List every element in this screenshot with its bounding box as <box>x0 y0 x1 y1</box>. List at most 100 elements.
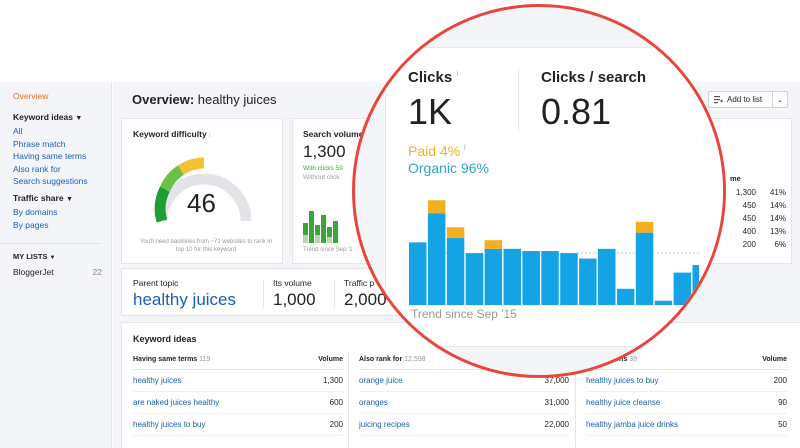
organic-bar <box>692 265 699 305</box>
organic-bar <box>579 258 597 305</box>
keyword-ideas-column: Also rank for 12,598 Volume orange juice… <box>359 356 569 436</box>
keyword-link[interactable]: juicing recipes <box>359 420 410 429</box>
keyword-difficulty-card: Keyword difficulty i 46 You'll need back… <box>121 118 283 264</box>
search-volume-label: Search volume <box>303 129 364 139</box>
clicks-title: Clicks i <box>408 69 458 86</box>
distribution-row: 450 14% <box>730 214 786 223</box>
keyword-difficulty-value: 46 <box>187 188 216 218</box>
distribution-volume: 1,300 <box>735 188 756 197</box>
keyword-link[interactable]: healthy juices <box>133 376 182 385</box>
sidebar-item-phrase-match[interactable]: Phrase match <box>13 138 66 149</box>
organic-label: Organic 96% <box>408 160 489 176</box>
sidebar-item-by-pages[interactable]: By pages <box>13 219 49 230</box>
search-volume-trend-label: Trend since Sep '1 <box>303 247 353 253</box>
mini-bar-top <box>327 237 332 243</box>
mini-bar <box>327 227 332 243</box>
mini-bar <box>321 215 326 243</box>
keyword-link[interactable]: healthy juices to buy <box>133 420 206 429</box>
column-label[interactable]: Having same terms <box>133 356 198 363</box>
sidebar-item-overview[interactable]: Overview <box>13 91 49 101</box>
mini-bar <box>315 225 320 243</box>
sidebar-item-by-domains[interactable]: By domains <box>13 207 58 217</box>
clicks-label: Clicks <box>408 69 453 86</box>
mini-bar-top <box>315 235 320 243</box>
traffic-potential-value: 2,000 <box>344 290 387 309</box>
organic-bar <box>427 213 446 305</box>
sidebar-section-traffic-share[interactable]: Traffic share ▼ <box>13 192 111 207</box>
clicks-trend-chart <box>409 200 699 305</box>
organic-bar <box>484 248 503 305</box>
distribution-volume: 400 <box>742 227 756 236</box>
sidebar-section-keyword-ideas[interactable]: Keyword ideas ▼ <box>13 111 111 126</box>
page-title: Overview: healthy juices <box>132 92 277 107</box>
sidebar-item-all[interactable]: All <box>13 126 23 136</box>
keyword-volume: 1,300 <box>322 376 343 385</box>
column-header: Having same terms 119 Volume <box>133 356 343 370</box>
keyword-link[interactable]: healthy jamba juice drinks <box>586 420 679 429</box>
distribution-percent: 13% <box>769 227 786 236</box>
its-volume-label: Its volume <box>273 278 312 288</box>
distribution-volume: 450 <box>742 214 756 223</box>
gauge-segment-green <box>159 165 185 192</box>
keyword-volume: 200 <box>773 376 787 385</box>
search-volume-value: 1,300 <box>303 142 346 161</box>
column-divider <box>575 351 576 448</box>
table-row: healthy jamba juice drinks 50 <box>586 414 787 436</box>
keyword-link[interactable]: oranges <box>359 398 388 407</box>
organic-bar <box>446 238 465 305</box>
page-title-prefix: Overview: <box>132 92 195 107</box>
list-item[interactable]: BloggerJet 22 <box>13 267 111 277</box>
with-clicks-text: With clicks 59 <box>303 165 343 172</box>
distribution-row: 450 14% <box>730 201 786 210</box>
its-volume-value: 1,000 <box>273 290 316 309</box>
paid-bar <box>635 221 654 233</box>
table-row: are naked juices healthy 600 <box>133 392 343 414</box>
sidebar-divider <box>0 243 101 244</box>
page-title-keyword: healthy juices <box>197 92 277 107</box>
clicks-per-search-value: 0.81 <box>541 91 612 132</box>
table-row: juicing recipes 22,000 <box>359 414 569 436</box>
organic-bar <box>409 242 427 305</box>
traffic-potential-label: Traffic p <box>344 278 375 288</box>
parent-topic-title: Parent topic ⁱ <box>133 278 182 288</box>
distribution-percent: 14% <box>769 201 786 210</box>
sidebar-item-search-suggestions[interactable]: Search suggestions <box>13 176 88 186</box>
chevron-down-icon[interactable]: ⌄ <box>772 92 787 107</box>
keyword-link[interactable]: healthy juice cleanse <box>586 398 661 407</box>
info-icon[interactable]: i <box>464 143 466 152</box>
distribution-row: 200 6% <box>730 240 786 249</box>
info-icon[interactable]: i <box>209 133 211 139</box>
column-label[interactable]: Also rank for <box>359 356 403 363</box>
keyword-ideas-column: suggestions 38 Volume healthy juices to … <box>586 356 787 436</box>
magnifier-overlay: Clicks i 1K Clicks / search 0.81 Paid 4%… <box>352 4 726 378</box>
table-row: oranges 31,000 <box>359 392 569 414</box>
keyword-link[interactable]: healthy juices to buy <box>586 376 659 385</box>
table-row: orange juice 37,000 <box>359 370 569 392</box>
search-volume-mini-chart <box>303 211 338 243</box>
my-lists-header[interactable]: MY LISTS ▼ <box>13 252 111 261</box>
info-icon[interactable]: ⁱ <box>180 282 182 288</box>
divider <box>263 279 264 309</box>
keyword-link[interactable]: orange juice <box>359 376 403 385</box>
list-name: BloggerJet <box>13 267 54 277</box>
parent-topic-link[interactable]: healthy juices <box>133 290 237 309</box>
info-icon[interactable]: i <box>456 69 459 78</box>
distribution-header: me <box>730 174 741 183</box>
keyword-ideas-column: Having same terms 119 Volume healthy jui… <box>133 356 343 436</box>
paid-label: Paid 4% <box>408 143 461 159</box>
keyword-volume: 22,000 <box>544 420 569 429</box>
keyword-volume: 600 <box>329 398 343 407</box>
volume-header: Volume <box>318 356 343 363</box>
parent-topic-label: Parent topic <box>133 278 179 288</box>
paid-bar <box>446 227 465 239</box>
difficulty-gauge <box>154 157 252 223</box>
clicks-trend-label: Trend since Sep '15 <box>411 307 517 321</box>
my-lists-label: MY LISTS <box>13 252 48 261</box>
sidebar-item-having-same-terms[interactable]: Having same terms <box>13 151 87 161</box>
column-count: 38 <box>629 356 637 363</box>
divider <box>334 279 335 309</box>
add-to-list-button[interactable]: Add to list ⌄ <box>708 91 788 108</box>
keyword-difficulty-label: Keyword difficulty <box>133 129 207 139</box>
sidebar-item-also-rank-for[interactable]: Also rank for <box>13 163 61 174</box>
keyword-link[interactable]: are naked juices healthy <box>133 398 220 407</box>
